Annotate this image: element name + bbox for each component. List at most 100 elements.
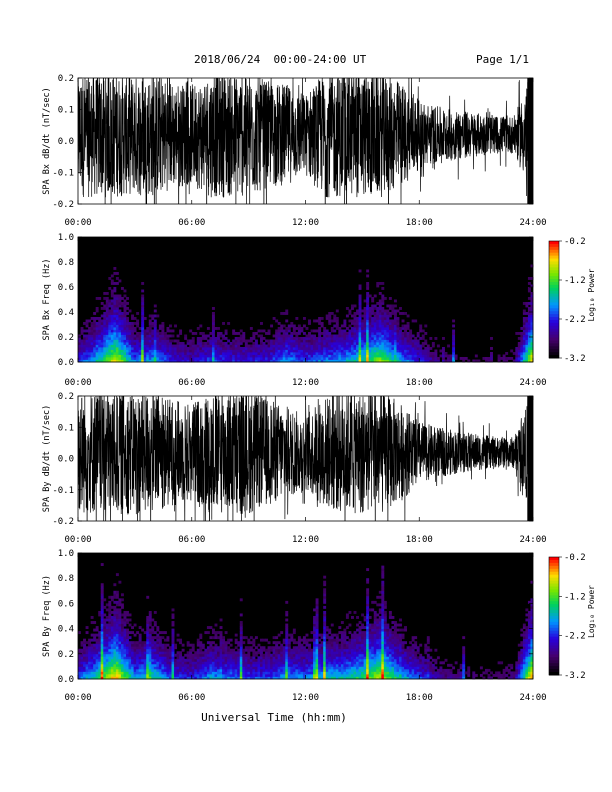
heatmap-cell — [361, 626, 365, 629]
heatmap-cell — [315, 631, 319, 635]
heatmap-cell — [148, 671, 152, 675]
heatmap-cell — [237, 359, 241, 363]
heatmap-cell — [201, 352, 205, 355]
heatmap-cell — [95, 656, 99, 660]
heatmap-cell — [396, 673, 400, 677]
heatmap-cell — [353, 352, 357, 355]
heatmap-cell — [113, 282, 117, 285]
heatmap-cell — [191, 676, 195, 680]
heatmap-cell — [363, 651, 367, 655]
heatmap-cell — [120, 671, 124, 675]
heatmap-cell — [156, 641, 160, 645]
heatmap-cell — [386, 329, 390, 333]
heatmap-cell — [209, 337, 213, 340]
heatmap-cell — [138, 332, 142, 335]
heatmap-cell — [366, 610, 370, 614]
heatmap-cell — [328, 332, 332, 335]
heatmap-cell — [343, 329, 347, 333]
heatmap-cell — [128, 329, 132, 333]
heatmap-cell — [146, 656, 150, 660]
heatmap-cell — [214, 646, 218, 650]
heatmap-cell — [98, 297, 102, 300]
heatmap-cell — [388, 344, 392, 348]
heatmap-cell — [108, 608, 112, 612]
heatmap-cell — [179, 671, 183, 675]
heatmap-cell — [409, 337, 413, 340]
heatmap-cell — [282, 334, 286, 338]
heatmap-cell — [373, 666, 377, 670]
heatmap-cell — [530, 324, 534, 328]
heatmap-cell — [325, 342, 329, 345]
heatmap-cell — [191, 646, 195, 650]
heatmap-cell — [95, 334, 99, 338]
heatmap-cell — [189, 352, 193, 355]
heatmap-cell — [214, 631, 218, 635]
heatmap-cell — [166, 339, 170, 343]
heatmap-cell — [254, 636, 258, 640]
heatmap-cell — [115, 324, 119, 328]
heatmap-cell — [310, 347, 314, 350]
heatmap-cell — [351, 653, 354, 657]
heatmap-cell — [93, 359, 97, 363]
heatmap-cell — [136, 656, 140, 660]
heatmap-cell — [108, 327, 112, 330]
heatmap-cell — [320, 332, 324, 335]
heatmap-cell — [209, 359, 213, 363]
heatmap-cell — [206, 653, 210, 657]
heatmap-cell — [310, 661, 314, 665]
heatmap-cell — [252, 656, 256, 660]
heatmap-cell — [254, 673, 258, 677]
heatmap-cell — [406, 354, 410, 358]
heatmap-cell — [204, 666, 208, 670]
heatmap-cell — [232, 339, 236, 343]
heatmap-cell — [388, 666, 392, 670]
heatmap-cell — [153, 304, 157, 308]
heatmap-cell — [78, 339, 81, 343]
heatmap-cell — [401, 354, 405, 358]
heatmap-cell — [171, 668, 175, 672]
heatmap-cell — [313, 661, 317, 665]
heatmap-cell — [105, 636, 109, 640]
heatmap-cell — [366, 621, 370, 624]
heatmap-cell — [184, 673, 188, 677]
heatmap-cell — [351, 676, 354, 680]
heatmap-cell — [313, 656, 317, 660]
heatmap-cell — [383, 623, 387, 627]
heatmap-cell — [525, 317, 529, 320]
heatmap-cell — [388, 668, 392, 672]
heatmap-cell — [242, 354, 246, 358]
heatmap-cell — [328, 651, 332, 655]
heatmap-cell — [103, 312, 107, 315]
heatmap-cell — [335, 656, 339, 660]
heatmap-cell — [113, 332, 117, 335]
heatmap-cell — [90, 653, 94, 657]
heatmap-cell — [141, 327, 145, 330]
heatmap-cell — [267, 673, 271, 677]
heatmap-cell — [260, 344, 263, 348]
colorbar-swatch — [549, 337, 559, 341]
heatmap-cell — [141, 334, 145, 338]
heatmap-cell — [199, 349, 203, 353]
heatmap-cell — [131, 324, 135, 328]
heatmap-cell — [378, 282, 382, 285]
heatmap-cell — [361, 342, 365, 345]
heatmap-cell — [373, 668, 377, 672]
heatmap-cell — [396, 327, 400, 330]
heatmap-cell — [115, 352, 119, 355]
heatmap-cell — [361, 347, 365, 350]
heatmap-cell — [371, 628, 375, 632]
heatmap-cell — [323, 641, 327, 645]
heatmap-cell — [313, 623, 317, 627]
heatmap-cell — [186, 653, 190, 657]
heatmap-cell — [148, 357, 152, 360]
heatmap-cell — [100, 610, 104, 614]
heatmap-cell — [194, 673, 198, 677]
heatmap-cell — [270, 347, 274, 350]
heatmap-cell — [330, 357, 334, 360]
heatmap-cell — [227, 653, 231, 657]
heatmap-cell — [376, 638, 380, 642]
heatmap-cell — [424, 359, 428, 363]
heatmap-cell — [113, 329, 117, 333]
heatmap-cell — [176, 651, 180, 655]
